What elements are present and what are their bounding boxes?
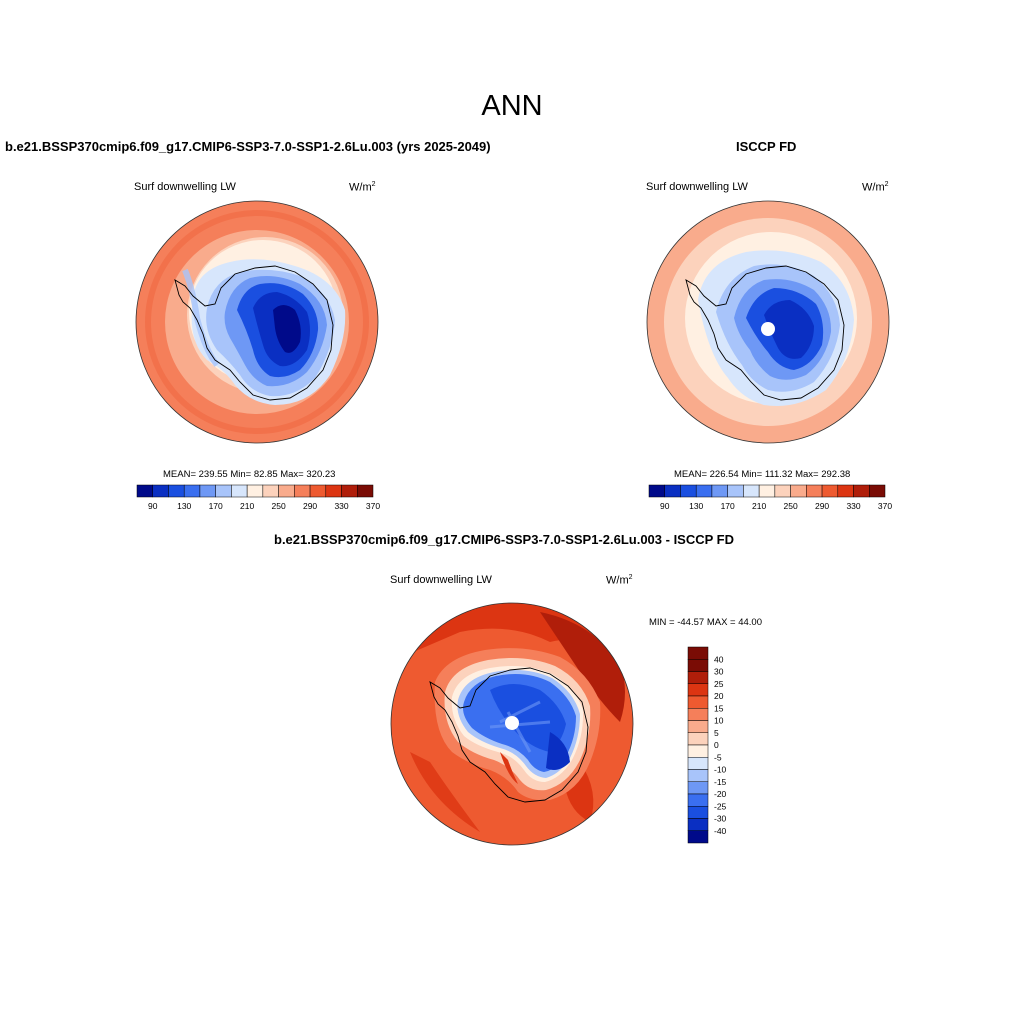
- panel-2-units: W/m2: [862, 181, 889, 194]
- panel-2-polar-map: [646, 200, 890, 444]
- colorbar-tick-label: -25: [714, 801, 727, 811]
- colorbar-tick-label: 10: [714, 716, 724, 726]
- colorbar-tick-label: 90: [148, 501, 158, 511]
- panel-2-colorbar: 90 130 170 210 250 290 330 370: [648, 484, 892, 511]
- panel-1-colorbar: 90 130 170 210 250 290 330 370: [136, 484, 380, 511]
- colorbar-swatch: [215, 484, 232, 498]
- colorbar-swatch: [183, 484, 201, 498]
- panel-3-variable: Surf downwelling LW: [390, 574, 492, 586]
- colorbar-swatch: [231, 484, 248, 498]
- colorbar-swatch: [278, 484, 295, 498]
- colorbar-swatch: [806, 484, 823, 498]
- colorbar-swatch: [680, 484, 697, 498]
- colorbar-swatch: [294, 484, 311, 498]
- colorbar-swatch: [711, 484, 728, 498]
- colorbar-swatch: [853, 484, 870, 498]
- panel-2-title: ISCCP FD: [736, 139, 797, 154]
- colorbar-swatch: [687, 720, 709, 733]
- colorbar-swatch: [790, 484, 807, 498]
- colorbar-swatch: [136, 484, 153, 498]
- colorbar-swatch: [262, 484, 279, 498]
- colorbar-swatch: [821, 484, 839, 498]
- colorbar-swatch: [727, 484, 744, 498]
- colorbar-swatch: [325, 484, 342, 498]
- colorbar-tick-label: 330: [846, 501, 860, 511]
- colorbar-swatch: [341, 484, 358, 498]
- panel-1-units: W/m2: [349, 181, 376, 194]
- colorbar-tick-label: 210: [752, 501, 766, 511]
- colorbar-swatch: [774, 484, 791, 498]
- colorbar-tick-label: 30: [714, 667, 724, 677]
- colorbar-tick-label: 0: [714, 740, 719, 750]
- colorbar-swatch: [687, 781, 709, 795]
- figure-title: ANN: [481, 90, 543, 122]
- colorbar-swatch: [687, 671, 709, 684]
- colorbar-tick-label: 290: [303, 501, 317, 511]
- colorbar-swatch: [837, 484, 854, 498]
- colorbar-swatch: [687, 830, 709, 844]
- colorbar-swatch: [687, 818, 709, 831]
- panel-3-minmax: MIN = -44.57 MAX = 44.00: [649, 617, 763, 628]
- panel-2-stats: MEAN= 226.54 Min= 111.32 Max= 292.38: [674, 469, 851, 480]
- colorbar-swatch: [695, 484, 713, 498]
- colorbar-tick-label: -10: [714, 765, 727, 775]
- colorbar-tick-label: 40: [714, 654, 724, 664]
- colorbar-tick-label: 20: [714, 691, 724, 701]
- colorbar-tick-label: 330: [334, 501, 348, 511]
- colorbar-swatch: [309, 484, 327, 498]
- colorbar-swatch: [687, 659, 709, 672]
- colorbar-tick-label: 5: [714, 728, 719, 738]
- panel-1-variable: Surf downwelling LW: [134, 181, 236, 193]
- colorbar-tick-label: -5: [714, 752, 722, 762]
- colorbar-swatch: [687, 732, 709, 746]
- panel-1-stats: MEAN= 239.55 Min= 82.85 Max= 320.23: [163, 469, 336, 480]
- panel-1-title: b.e21.BSSP370cmip6.f09_g17.CMIP6-SSP3-7.…: [5, 139, 491, 154]
- panel-3-title: b.e21.BSSP370cmip6.f09_g17.CMIP6-SSP3-7.…: [274, 532, 735, 547]
- colorbar-swatch: [687, 793, 709, 807]
- colorbar-swatch: [687, 646, 709, 660]
- colorbar-tick-label: 370: [366, 501, 380, 511]
- panel-3-units: W/m2: [606, 574, 633, 587]
- colorbar-tick-label: -40: [714, 826, 727, 836]
- colorbar-swatch: [357, 484, 374, 498]
- colorbar-swatch: [687, 757, 709, 770]
- colorbar-tick-label: 15: [714, 703, 724, 713]
- panel-3-colorbar: 40 30 25 20 15 10 5 0 -5 -10 -15 -20 -25 -30 -40: [687, 646, 727, 844]
- colorbar-swatch: [687, 769, 709, 782]
- colorbar-tick-label: 170: [721, 501, 735, 511]
- colorbar-tick-label: 290: [815, 501, 829, 511]
- colorbar-swatch: [687, 806, 709, 819]
- colorbar-swatch: [687, 708, 709, 721]
- colorbar-tick-label: -30: [714, 814, 727, 824]
- colorbar-swatch: [687, 744, 709, 758]
- colorbar-tick-label: 130: [689, 501, 703, 511]
- colorbar-tick-label: 210: [240, 501, 254, 511]
- colorbar-swatch: [758, 484, 776, 498]
- colorbar-swatch: [199, 484, 216, 498]
- colorbar-tick-label: 250: [784, 501, 798, 511]
- colorbar-swatch: [687, 683, 709, 697]
- colorbar-swatch: [664, 484, 681, 498]
- colorbar-tick-label: 90: [660, 501, 670, 511]
- colorbar-swatch: [648, 484, 665, 498]
- colorbar-swatch: [246, 484, 264, 498]
- colorbar-swatch: [168, 484, 185, 498]
- colorbar-tick-label: 170: [209, 501, 223, 511]
- colorbar-swatch: [152, 484, 169, 498]
- panel-2-variable: Surf downwelling LW: [646, 181, 748, 193]
- colorbar-swatch: [869, 484, 886, 498]
- colorbar-swatch: [687, 695, 709, 709]
- colorbar-tick-label: -15: [714, 777, 727, 787]
- panel-3-polar-map: [390, 602, 634, 846]
- colorbar-tick-label: 250: [272, 501, 286, 511]
- colorbar-swatch: [743, 484, 760, 498]
- colorbar-tick-label: 130: [177, 501, 191, 511]
- panel-1-polar-map: [135, 200, 379, 444]
- colorbar-tick-label: -20: [714, 789, 727, 799]
- colorbar-tick-label: 370: [878, 501, 892, 511]
- colorbar-tick-label: 25: [714, 679, 724, 689]
